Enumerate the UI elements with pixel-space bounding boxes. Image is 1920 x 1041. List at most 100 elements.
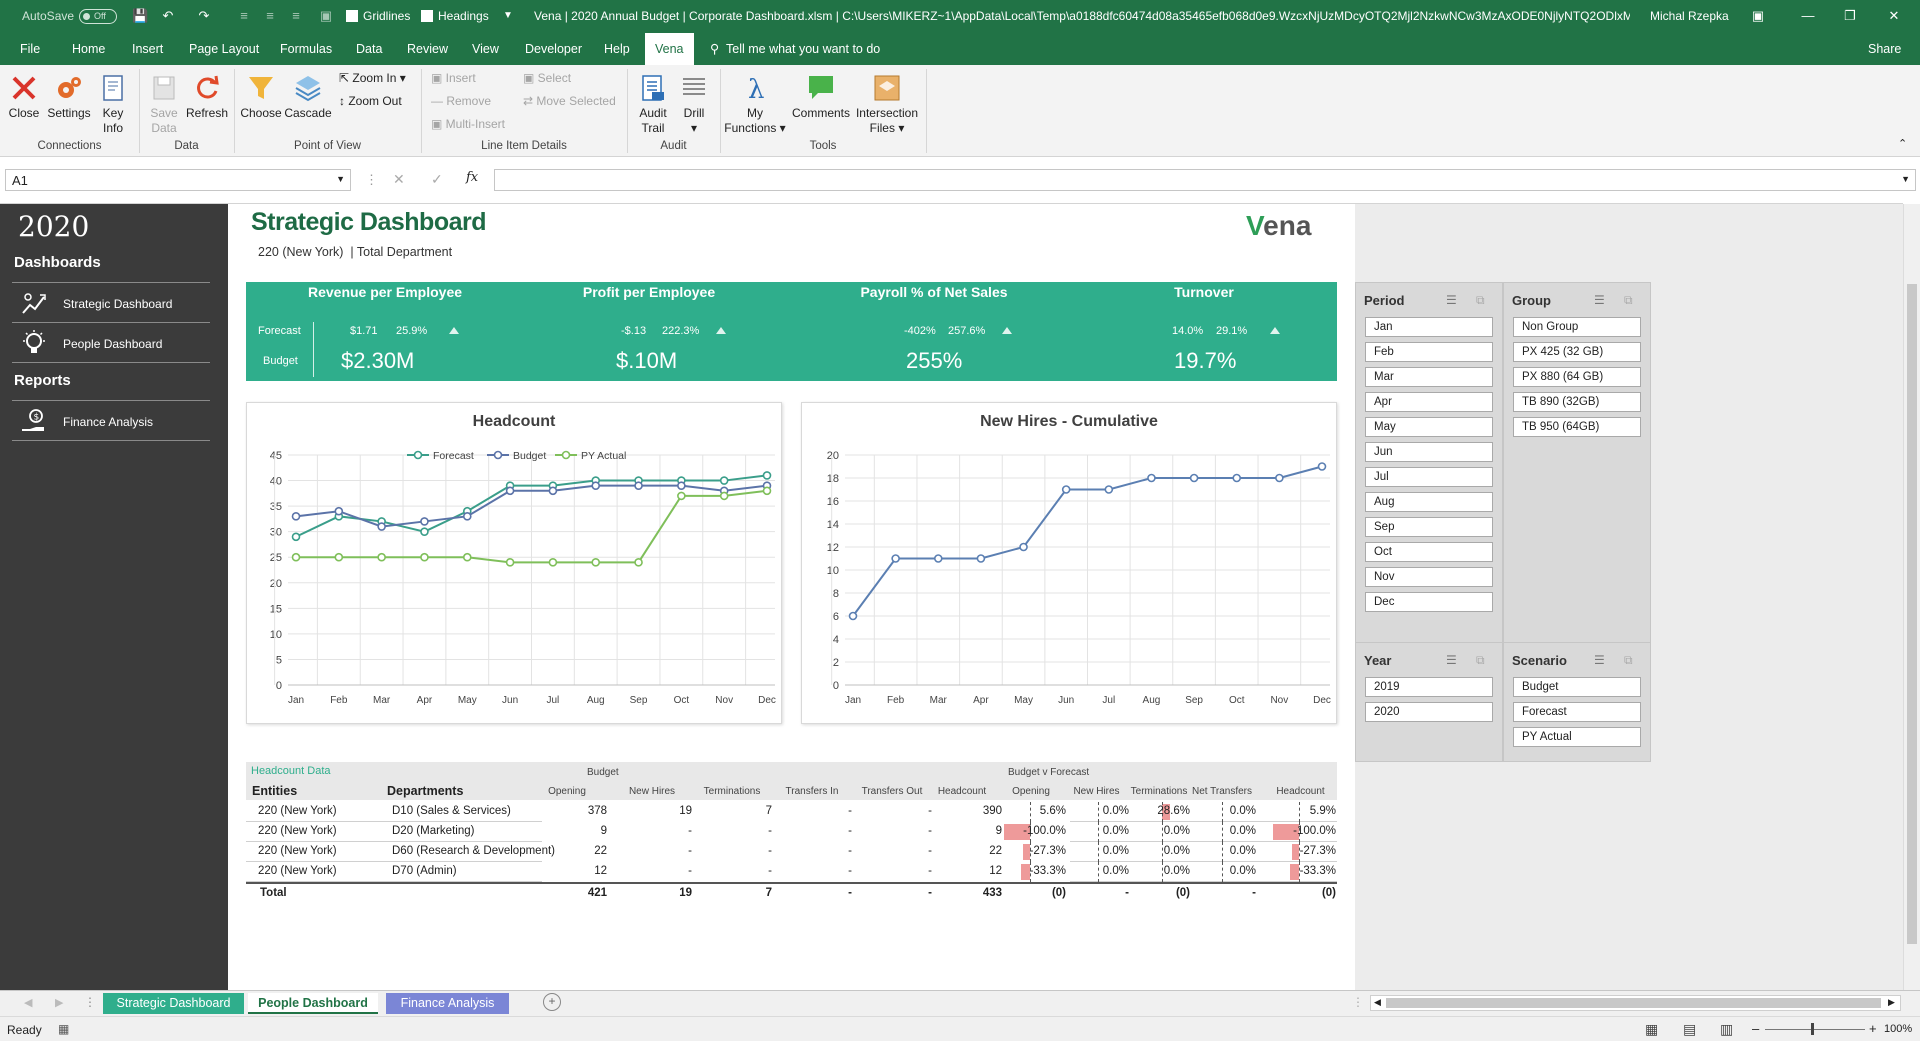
slicer-item[interactable]: Dec [1365, 592, 1493, 612]
slicer-item[interactable]: Mar [1365, 367, 1493, 387]
align-center-icon[interactable]: ≡ [266, 8, 274, 23]
gridlines-checkbox[interactable] [346, 10, 358, 22]
share-button[interactable]: Share [1868, 42, 1902, 56]
tab-help[interactable]: Help [604, 42, 630, 56]
audit-trail-button[interactable]: Audit Trail [632, 69, 674, 136]
slicer-item[interactable]: PY Actual [1513, 727, 1641, 747]
slicer-item[interactable]: Jan [1365, 317, 1493, 337]
slicer-item[interactable]: Jul [1365, 467, 1493, 487]
key-info-button[interactable]: Key Info [96, 69, 130, 136]
select-button[interactable]: ▣ Select [523, 71, 572, 85]
tab-review[interactable]: Review [407, 42, 448, 56]
my-functions-button[interactable]: λ My Functions ▾ [724, 75, 786, 135]
save-icon[interactable]: 💾 [132, 8, 149, 23]
enter-icon[interactable]: ✓ [431, 171, 443, 187]
tab-developer[interactable]: Developer [525, 42, 582, 56]
insert-function-icon[interactable]: fx [466, 170, 479, 185]
slicer-item[interactable]: PX 880 (64 GB) [1513, 367, 1641, 387]
zoom-in-button[interactable]: ⇱ Zoom In ▾ [339, 71, 406, 85]
move-selected-button[interactable]: ⇄ Move Selected [523, 94, 616, 108]
zoom-level[interactable]: 100% [1884, 1023, 1913, 1035]
zoom-in-icon[interactable]: + [1869, 1021, 1877, 1036]
normal-view-icon[interactable]: ▦ [1645, 1021, 1659, 1037]
slicer-item[interactable]: Oct [1365, 542, 1493, 562]
zoom-slider-thumb[interactable] [1811, 1023, 1814, 1035]
h-scroll-thumb[interactable] [1386, 998, 1881, 1008]
clear-filter-icon[interactable]: ⧉ [1624, 653, 1633, 667]
insert-button[interactable]: ▣ Insert [431, 71, 476, 85]
slicer-item[interactable]: May [1365, 417, 1493, 437]
intersection-files-button[interactable]: Intersection Files ▾ [854, 69, 920, 136]
headcount-chart[interactable]: Headcount 0 5 10 15 20 25 30 35 40 45 Jan Feb Mar Apr… [246, 402, 782, 724]
drill-button[interactable]: Drill ▾ [676, 69, 712, 136]
macro-record-icon[interactable]: ▦ [58, 1022, 70, 1036]
user-name[interactable]: Michal Rzepka [1650, 9, 1729, 23]
save-data-button[interactable]: Save Data [144, 69, 184, 136]
tab-data[interactable]: Data [356, 42, 383, 56]
sheet-tab-strategic-dashboard[interactable]: Strategic Dashboard [103, 993, 244, 1014]
prev-sheet-icon[interactable]: ◀ [24, 997, 33, 1009]
zoom-out-icon[interactable]: – [1752, 1021, 1760, 1036]
slicer-item[interactable]: Apr [1365, 392, 1493, 412]
tab-page-layout[interactable]: Page Layout [189, 42, 260, 56]
sheet-tab-finance-analysis[interactable]: Finance Analysis [386, 993, 509, 1014]
nav-strategic-dashboard[interactable]: Strategic Dashboard [12, 283, 210, 323]
slicer-item[interactable]: Non Group [1513, 317, 1641, 337]
slicer-item[interactable]: TB 890 (32GB) [1513, 392, 1641, 412]
more-sheets-icon[interactable]: ⋮ [84, 995, 96, 1009]
page-layout-view-icon[interactable]: ▤ [1683, 1021, 1697, 1037]
slicer-item[interactable]: Feb [1365, 342, 1493, 362]
next-sheet-icon[interactable]: ▶ [55, 997, 64, 1009]
comments-button[interactable]: Comments [790, 69, 852, 121]
settings-button[interactable]: Settings [45, 69, 93, 121]
slicer-item[interactable]: TB 950 (64GB) [1513, 417, 1641, 437]
align-icon[interactable]: ≡ [240, 8, 248, 23]
sheet-tab-people-dashboard[interactable]: People Dashboard [248, 993, 378, 1014]
vertical-scrollbar[interactable] [1903, 204, 1920, 990]
scroll-thumb[interactable] [1907, 284, 1917, 944]
align-right-icon[interactable]: ≡ [292, 8, 300, 23]
slicer-item[interactable]: Jun [1365, 442, 1493, 462]
slicer-item[interactable]: 2020 [1365, 702, 1493, 722]
multi-select-icon[interactable]: ☰ [1446, 293, 1457, 307]
multi-select-icon[interactable]: ☰ [1594, 653, 1605, 667]
nav-people-dashboard[interactable]: People Dashboard [12, 323, 210, 363]
new-hires-chart[interactable]: New Hires - Cumulative 0 2 4 6 8 10 12 14 16 18 20… [801, 402, 1337, 724]
autosave-toggle[interactable]: Off [79, 9, 117, 24]
remove-button[interactable]: — Remove [431, 94, 492, 108]
clear-filter-icon[interactable]: ⧉ [1476, 293, 1485, 307]
camera-icon[interactable]: ▣ [319, 8, 333, 23]
zoom-slider[interactable] [1765, 1029, 1865, 1030]
add-sheet-icon[interactable]: + [543, 993, 561, 1011]
slicer-item[interactable]: Budget [1513, 677, 1641, 697]
clear-filter-icon[interactable]: ⧉ [1624, 293, 1633, 307]
slicer-item[interactable]: Aug [1365, 492, 1493, 512]
collapse-ribbon-icon[interactable]: ⌃ [1898, 138, 1908, 150]
multi-select-icon[interactable]: ☰ [1446, 653, 1457, 667]
customize-qat-icon[interactable]: ▼ [503, 10, 513, 21]
minimize-icon[interactable]: — [1801, 8, 1815, 23]
redo-icon[interactable]: ↷ [198, 8, 210, 23]
tab-view[interactable]: View [472, 42, 499, 56]
undo-icon[interactable]: ↶ [162, 8, 174, 23]
restore-icon[interactable]: ❐ [1844, 8, 1856, 23]
slicer-item[interactable]: Forecast [1513, 702, 1641, 722]
slicer-item[interactable]: Nov [1365, 567, 1493, 587]
page-break-view-icon[interactable]: ▥ [1720, 1021, 1734, 1037]
headings-checkbox[interactable] [421, 10, 433, 22]
close-window-icon[interactable]: ✕ [1888, 8, 1900, 23]
tell-me-search[interactable]: Tell me what you want to do [726, 42, 881, 56]
clear-filter-icon[interactable]: ⧉ [1476, 653, 1485, 667]
zoom-out-button[interactable]: ↕ Zoom Out [339, 94, 402, 108]
nav-finance-analysis[interactable]: $ Finance Analysis [12, 401, 210, 441]
tab-home[interactable]: Home [72, 42, 106, 56]
slicer-item[interactable]: PX 425 (32 GB) [1513, 342, 1641, 362]
ribbon-display-icon[interactable]: ▣ [1751, 8, 1765, 23]
cancel-icon[interactable]: ✕ [393, 171, 405, 187]
tab-insert[interactable]: Insert [132, 42, 164, 56]
multi-insert-button[interactable]: ▣ Multi-Insert [431, 117, 506, 131]
slicer-item[interactable]: Sep [1365, 517, 1493, 537]
formula-input[interactable]: ▼ [494, 169, 1916, 191]
tab-vena[interactable]: Vena [645, 33, 694, 65]
slicer-item[interactable]: 2019 [1365, 677, 1493, 697]
